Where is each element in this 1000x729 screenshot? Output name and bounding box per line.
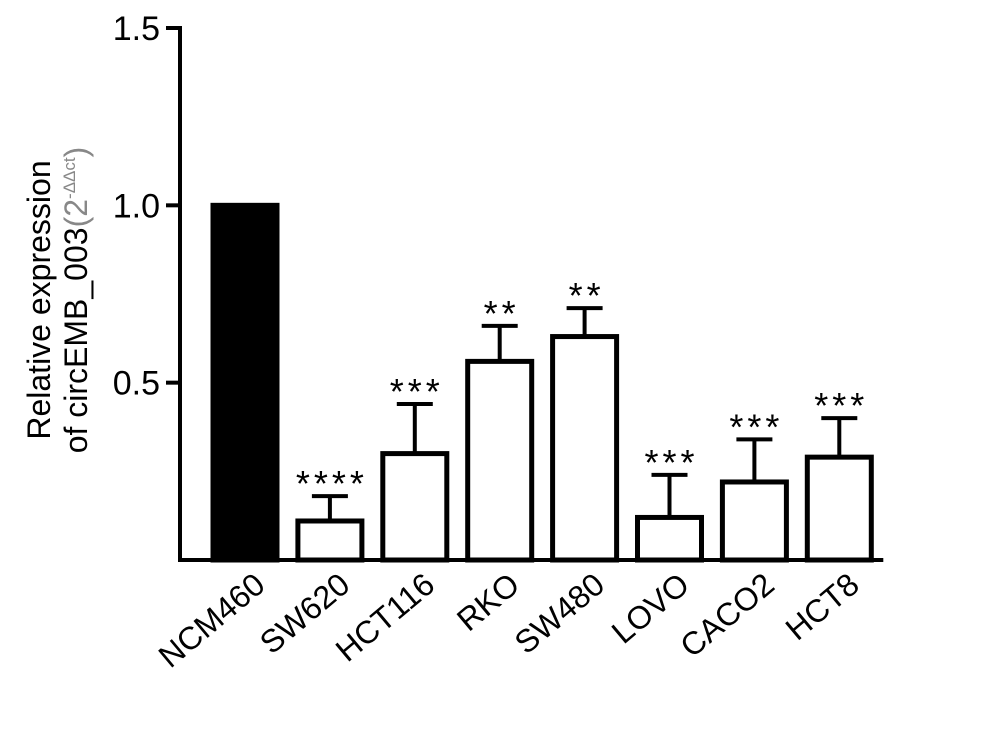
y-axis-title-unit-open: (2 [58,199,94,227]
y-axis-title-line2: of circEMB_003(2-ΔΔct) [58,147,94,454]
bar-hct8 [804,454,874,563]
significance-label-caco2: *** [729,406,783,447]
y-tick-label: 1.5 [113,10,160,48]
x-tick-label: CACO2 [673,566,781,664]
significance-label-lovo: *** [644,442,698,483]
significance-label-sw480: ** [569,275,605,316]
x-tick-label: HCT8 [779,566,866,647]
bar-lovo [635,514,704,563]
y-tick-label: 0.5 [113,365,160,403]
bar-ncm460 [210,202,280,563]
bar-rko [465,358,535,563]
axes-layer: 0.5 1.0 1.5 [113,10,884,562]
bar-hct116 [380,451,450,563]
bar-sw480 [550,334,620,563]
y-axis-title-line1: Relative expression [21,160,57,439]
bars-layer [210,202,874,563]
y-tick-label: 1.0 [113,187,160,225]
x-tick-label: SW480 [508,566,612,661]
error-bars-layer [311,306,858,521]
x-tick-label: NCM460 [152,566,272,675]
y-axis-title-name: of circEMB_003 [58,227,94,453]
y-axis-title: Relative expression of circEMB_003(2-ΔΔc… [21,147,94,454]
significance-label-rko: ** [484,293,520,334]
significance-label-sw620: **** [296,463,368,504]
significance-layer: ********* *********** [296,275,868,504]
significance-label-hct8: *** [814,385,868,426]
bar-caco2 [719,479,789,563]
y-axis-title-unit-sup: -ΔΔct [60,157,79,199]
significance-label-hct116: *** [390,371,444,412]
y-axis-title-unit-close: ) [58,147,94,158]
bar-sw620 [295,518,365,563]
